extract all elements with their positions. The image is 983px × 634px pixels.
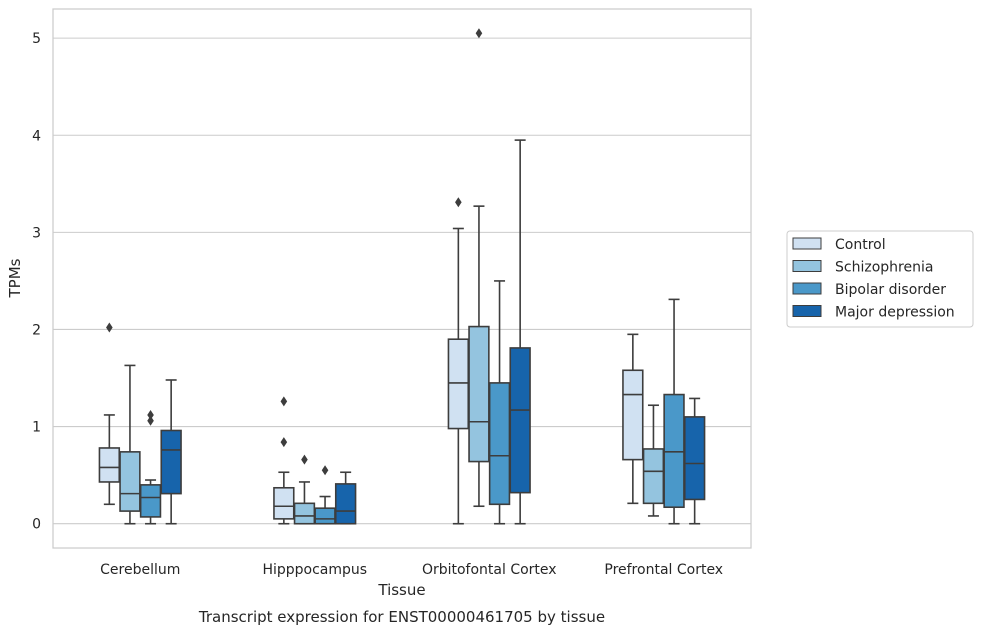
outlier-point xyxy=(147,415,154,426)
box-group xyxy=(119,364,141,525)
legend: Control Schizophrenia Bipolar disorder Majo… xyxy=(786,230,974,328)
box-iqr xyxy=(119,451,141,512)
outlier-point xyxy=(455,197,462,208)
x-tick-label: Orbitofontal Cortex xyxy=(422,562,557,578)
box-iqr xyxy=(509,347,531,494)
box-group xyxy=(314,465,336,525)
box-group xyxy=(488,280,511,525)
box-group xyxy=(663,298,685,525)
x-tick-label: Cerebellum xyxy=(100,562,180,578)
box-iqr xyxy=(488,382,511,506)
legend-label: Schizophrenia xyxy=(835,260,933,276)
legend-swatch xyxy=(792,260,822,272)
grid-lines xyxy=(53,37,751,525)
outlier-point xyxy=(321,465,329,476)
chart-caption: Transcript expression for ENST0000046170… xyxy=(198,608,605,626)
x-axis-ticks: Cerebellum Hipppocampus Orbitofontal Corte… xyxy=(100,562,723,578)
x-tick-label: Hipppocampus xyxy=(262,562,367,578)
outlier-point xyxy=(475,28,483,39)
box-iqr xyxy=(273,486,295,520)
box-iqr xyxy=(642,448,665,505)
box-group xyxy=(293,454,316,525)
legend-swatch xyxy=(792,305,822,317)
box-group xyxy=(334,471,357,525)
y-tick-label: 3 xyxy=(32,225,41,241)
box-group xyxy=(160,379,182,525)
box-group xyxy=(139,409,162,525)
box-group xyxy=(622,333,644,505)
box-iqr xyxy=(447,338,470,430)
box-group xyxy=(273,396,295,525)
x-tick-label: Prefrontal Cortex xyxy=(604,562,723,578)
box-group xyxy=(509,139,531,525)
outlier-point xyxy=(301,454,308,465)
legend-label: Major depression xyxy=(835,305,955,321)
y-axis-label: TPMs xyxy=(6,258,24,298)
box-group xyxy=(468,28,490,508)
legend-swatch xyxy=(792,282,822,295)
outlier-point xyxy=(280,396,288,407)
y-tick-label: 5 xyxy=(32,31,41,47)
legend-label: Bipolar disorder xyxy=(835,282,946,298)
box-iqr xyxy=(622,369,644,461)
legend-swatch xyxy=(792,237,822,250)
boxes xyxy=(98,28,706,525)
y-axis-ticks: 0 1 2 3 4 5 xyxy=(32,31,41,533)
box-iqr xyxy=(98,447,121,483)
y-tick-label: 4 xyxy=(32,128,41,144)
box-group xyxy=(98,322,121,506)
box-iqr xyxy=(683,416,706,501)
box-group xyxy=(447,197,470,525)
box-iqr xyxy=(663,393,685,509)
outlier-point xyxy=(106,322,113,333)
box-iqr xyxy=(334,483,357,525)
box-iqr xyxy=(468,325,490,463)
legend-frame xyxy=(786,230,974,328)
outlier-point xyxy=(280,437,288,448)
outlier-point xyxy=(147,409,154,420)
box-iqr xyxy=(160,429,182,495)
x-axis-label: Tissue xyxy=(377,581,425,599)
y-tick-label: 2 xyxy=(32,322,41,338)
box-group xyxy=(642,404,665,517)
box-iqr xyxy=(293,502,316,525)
box-iqr xyxy=(314,507,336,525)
y-tick-label: 0 xyxy=(32,517,41,533)
box-group xyxy=(683,397,706,525)
y-tick-label: 1 xyxy=(32,420,41,436)
plot-area-frame xyxy=(52,8,752,549)
box-iqr xyxy=(139,484,162,518)
legend-label: Control xyxy=(835,237,886,253)
